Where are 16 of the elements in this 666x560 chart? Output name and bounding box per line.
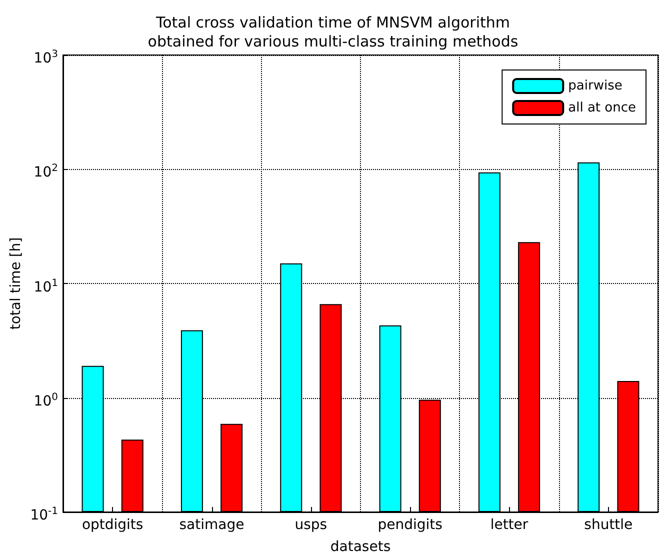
x-tick-label: shuttle	[584, 517, 633, 533]
chart-title: Total cross validation time of MNSVM algorithm obtained for various multi-class training methods	[148, 14, 518, 50]
y-tick-label: 10$^{0}$	[34, 390, 58, 412]
x-tick-label: satimage	[179, 517, 244, 533]
y-tick-label: 10$^{-1}$	[30, 505, 58, 526]
legend-label: pairwise	[568, 78, 622, 94]
x-tick-label: optdigits	[82, 517, 144, 533]
y-axis-title: total time [h]	[8, 237, 24, 330]
legend-label: all at once	[568, 100, 636, 116]
y-tick-label: 10$^{1}$	[34, 276, 58, 298]
x-tick-label: letter	[490, 517, 528, 533]
y-tick-label: 10$^{2}$	[34, 162, 58, 183]
x-axis-title: datasets	[330, 539, 391, 555]
x-tick-label: pendigits	[378, 517, 442, 533]
y-tick-label: 10$^{3}$	[34, 48, 58, 69]
x-tick-label: usps	[294, 517, 328, 533]
